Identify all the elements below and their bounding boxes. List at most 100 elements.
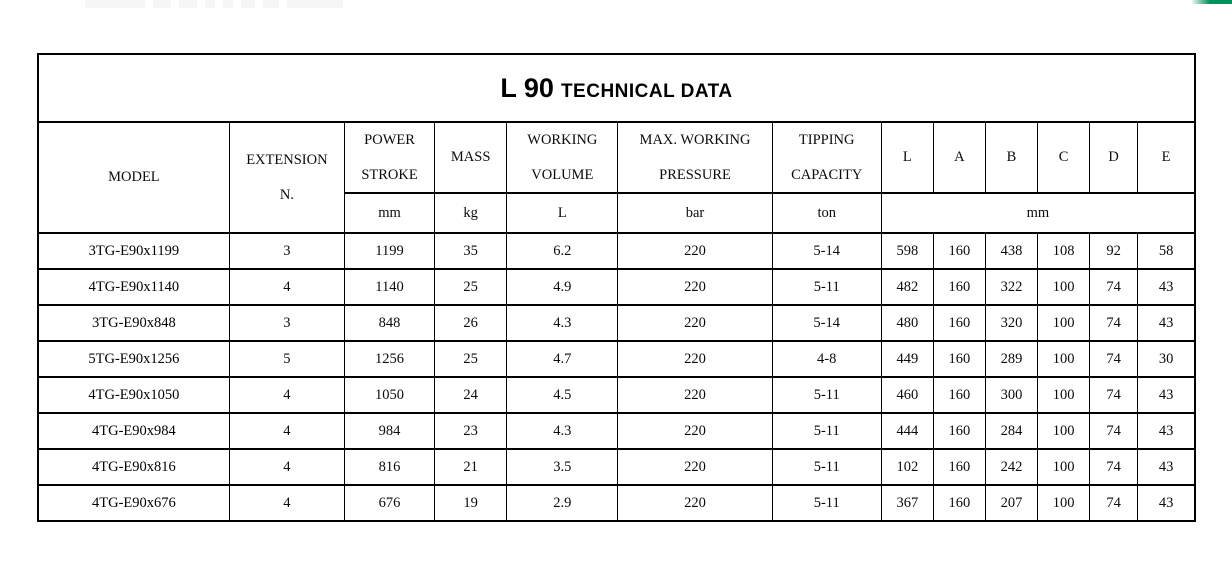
- table-row: 4TG-E90x816 4 816 21 3.5 220 5-11 102 16…: [37, 448, 1196, 486]
- power-stroke-line2: STROKE: [361, 166, 418, 183]
- dim-c-cell: 100: [1037, 448, 1091, 486]
- power-stroke-cell: 984: [343, 412, 436, 450]
- column-header-extension: EXTENSION N.: [228, 121, 345, 234]
- model-cell: 5TG-E90x1256: [37, 340, 230, 378]
- mass-cell: 25: [434, 340, 508, 378]
- remnant-block: [205, 0, 215, 8]
- table-body: 3TG-E90x1199 3 1199 35 6.2 220 5-14 598 …: [37, 232, 1196, 522]
- dim-a-cell: 160: [932, 376, 986, 414]
- dim-c-cell: 100: [1037, 484, 1091, 522]
- unit-tipping: ton: [771, 192, 882, 234]
- dim-l-cell: 449: [880, 340, 934, 378]
- max-pressure-cell: 220: [617, 304, 773, 342]
- dim-d-cell: 74: [1089, 268, 1139, 306]
- dim-l-cell: 102: [880, 448, 934, 486]
- extension-cell: 4: [228, 376, 345, 414]
- max-pressure-cell: 220: [617, 232, 773, 270]
- mass-cell: 25: [434, 268, 508, 306]
- unit-working-volume: L: [506, 192, 619, 234]
- dim-l-cell: 444: [880, 412, 934, 450]
- dim-c-cell: 100: [1037, 268, 1091, 306]
- mass-cell: 21: [434, 448, 508, 486]
- extension-line1: EXTENSION: [246, 152, 328, 169]
- remnant-block: [179, 0, 197, 8]
- max-pressure-cell: 220: [617, 340, 773, 378]
- working-volume-line1: WORKING: [527, 132, 598, 149]
- dim-l-cell: 460: [880, 376, 934, 414]
- title-label: TECHNICAL DATA: [560, 80, 733, 102]
- tipping-capacity-cell: 5-11: [771, 448, 882, 486]
- table-header: L 90 TECHNICAL DATA MODEL EXTENSION N. PO…: [37, 53, 1196, 234]
- extension-cell: 4: [228, 412, 345, 450]
- dim-l-cell: 482: [880, 268, 934, 306]
- column-header-dim-d: D: [1089, 121, 1139, 194]
- remnant-block: [153, 0, 171, 8]
- mass-cell: 35: [434, 232, 508, 270]
- dim-b-cell: 242: [984, 448, 1039, 486]
- remnant-block: [223, 0, 233, 8]
- max-pressure-line1: MAX. WORKING: [639, 132, 751, 149]
- working-volume-cell: 4.3: [506, 412, 619, 450]
- power-stroke-cell: 816: [343, 448, 436, 486]
- mass-cell: 24: [434, 376, 508, 414]
- max-pressure-cell: 220: [617, 268, 773, 306]
- working-volume-line2: VOLUME: [531, 166, 594, 183]
- unit-dimensions: mm: [880, 192, 1196, 234]
- dim-d-cell: 74: [1089, 412, 1139, 450]
- dim-d-cell: 74: [1089, 340, 1139, 378]
- dim-e-cell: 43: [1137, 484, 1196, 522]
- dim-c-cell: 100: [1037, 376, 1091, 414]
- column-header-power-stroke: POWER STROKE: [343, 121, 436, 194]
- dim-e-cell: 58: [1137, 232, 1196, 270]
- mass-cell: 23: [434, 412, 508, 450]
- dim-l-cell: 367: [880, 484, 934, 522]
- working-volume-cell: 4.3: [506, 304, 619, 342]
- tipping-capacity-cell: 5-11: [771, 268, 882, 306]
- extension-cell: 3: [228, 304, 345, 342]
- title-series: L 90: [500, 72, 554, 103]
- max-pressure-cell: 220: [617, 448, 773, 486]
- remnant-block: [263, 0, 279, 8]
- dim-d-cell: 74: [1089, 484, 1139, 522]
- table-row: 4TG-E90x676 4 676 19 2.9 220 5-11 367 16…: [37, 484, 1196, 522]
- dim-e-cell: 43: [1137, 412, 1196, 450]
- dim-b-cell: 322: [984, 268, 1039, 306]
- power-stroke-line1: POWER: [364, 132, 415, 149]
- extension-cell: 3: [228, 232, 345, 270]
- dim-b-cell: 438: [984, 232, 1039, 270]
- table-row: 3TG-E90x1199 3 1199 35 6.2 220 5-14 598 …: [37, 232, 1196, 270]
- tipping-line2: CAPACITY: [791, 166, 863, 183]
- model-cell: 3TG-E90x1199: [37, 232, 230, 270]
- model-cell: 4TG-E90x1140: [37, 268, 230, 306]
- header-row-labels: MODEL EXTENSION N. POWER STROKE MASS WOR…: [37, 121, 1196, 234]
- tipping-capacity-cell: 5-14: [771, 232, 882, 270]
- unit-power-stroke: mm: [343, 192, 436, 234]
- working-volume-cell: 2.9: [506, 484, 619, 522]
- power-stroke-cell: 1140: [343, 268, 436, 306]
- tipping-capacity-cell: 5-14: [771, 304, 882, 342]
- column-header-tipping-capacity: TIPPING CAPACITY: [771, 121, 882, 194]
- dim-c-cell: 100: [1037, 412, 1091, 450]
- power-stroke-cell: 676: [343, 484, 436, 522]
- remnant-block: [85, 0, 145, 8]
- tipping-capacity-cell: 5-11: [771, 376, 882, 414]
- column-header-max-pressure: MAX. WORKING PRESSURE: [617, 121, 773, 194]
- max-pressure-cell: 220: [617, 412, 773, 450]
- column-header-dim-a: A: [932, 121, 986, 194]
- tipping-capacity-cell: 4-8: [771, 340, 882, 378]
- power-stroke-cell: 1256: [343, 340, 436, 378]
- dim-a-cell: 160: [932, 268, 986, 306]
- dim-l-cell: 598: [880, 232, 934, 270]
- extension-cell: 4: [228, 484, 345, 522]
- dim-d-cell: 74: [1089, 304, 1139, 342]
- model-cell: 4TG-E90x984: [37, 412, 230, 450]
- column-header-dim-c: C: [1037, 121, 1091, 194]
- mass-cell: 19: [434, 484, 508, 522]
- extension-cell: 4: [228, 268, 345, 306]
- dim-e-cell: 43: [1137, 376, 1196, 414]
- power-stroke-cell: 1050: [343, 376, 436, 414]
- table-row: 4TG-E90x984 4 984 23 4.3 220 5-11 444 16…: [37, 412, 1196, 450]
- extension-line2: N.: [279, 186, 294, 203]
- dim-a-cell: 160: [932, 232, 986, 270]
- working-volume-cell: 6.2: [506, 232, 619, 270]
